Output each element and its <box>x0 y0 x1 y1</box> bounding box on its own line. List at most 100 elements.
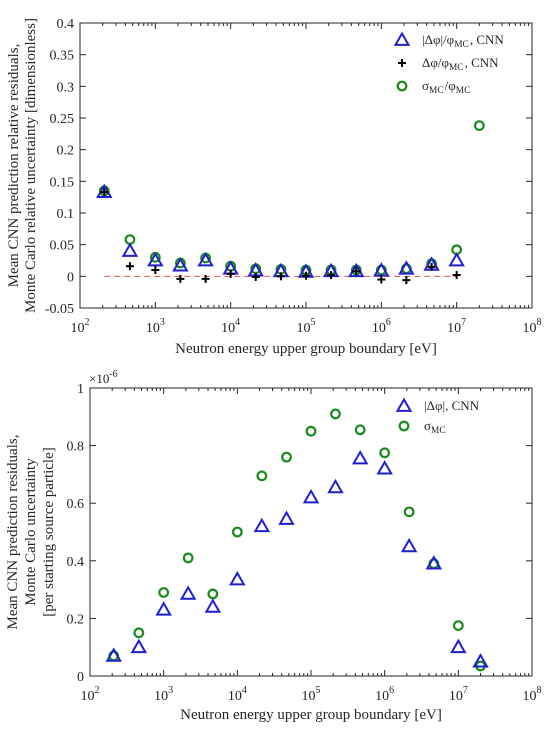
data-point-plus <box>377 275 386 284</box>
data-point-triangle <box>351 450 369 465</box>
y-tick-label: 0.8 <box>67 440 85 455</box>
legend-label: σMC <box>424 418 447 436</box>
y-tick-label: 0.4 <box>67 555 85 570</box>
data-point-triangle <box>450 638 467 654</box>
y-tick-label: 0.6 <box>67 497 85 512</box>
data-point-triangle <box>302 488 320 504</box>
chart-top: 102 103 104 105 106 107 108 -0.05 0 0.05 0.1 0.15 0.… <box>6 17 542 357</box>
data-point-plus <box>251 272 260 281</box>
data-point-circle <box>281 451 292 463</box>
y-tick-label: 0 <box>77 670 84 685</box>
data-point-plus <box>352 267 361 276</box>
series-circle <box>108 408 486 672</box>
y-axis-label: Mean CNN prediction residuals, <box>5 435 21 630</box>
data-point-triangle <box>155 601 172 616</box>
y-axis-label: Monte Carlo uncertainty <box>23 458 39 606</box>
data-point-triangle <box>278 510 295 525</box>
y-axis-label: Monte Carlo relative uncertainty [dimens… <box>23 18 39 313</box>
data-point-triangle <box>172 257 189 272</box>
x-axis-label: Neutron energy upper group boundary [eV] <box>180 707 442 723</box>
data-point-triangle <box>204 598 222 613</box>
data-point-triangle <box>229 571 246 586</box>
data-point-plus <box>125 262 134 271</box>
data-point-circle <box>354 424 366 436</box>
x-tick-label: 105 <box>302 685 321 704</box>
data-point-triangle <box>398 260 415 275</box>
legend-marker-circle <box>398 420 410 432</box>
data-point-triangle <box>327 478 344 494</box>
y-scale-multiplier: ×10-6 <box>89 369 118 386</box>
x-tick-label: 103 <box>154 685 173 704</box>
legend: |Δφ|/φMC , CNN Δφ/φMC , CNN σMC /φMC <box>393 31 504 96</box>
y-tick-label: 0.35 <box>50 49 75 64</box>
data-point-plus <box>151 266 160 274</box>
data-point-triangle <box>253 517 271 533</box>
data-point-plus <box>327 271 336 280</box>
legend-label: |Δφ|, CNN <box>424 398 480 413</box>
data-point-plus <box>276 272 285 281</box>
data-point-circle <box>305 425 317 437</box>
plot-frame <box>89 387 533 677</box>
x-tick-label: 102 <box>71 317 90 336</box>
y-tick-label: 0.1 <box>57 207 75 222</box>
data-point-circle <box>473 120 485 131</box>
data-point-circle <box>133 627 145 639</box>
legend-label: |Δφ|/φMC , CNN <box>422 32 504 50</box>
data-point-triangle <box>147 251 164 267</box>
data-point-circle <box>182 552 194 564</box>
data-point-circle <box>207 588 219 600</box>
y-tick-label: 0 <box>67 270 74 285</box>
x-tick-label: 102 <box>81 685 100 704</box>
data-point-triangle <box>376 460 393 475</box>
x-tick-label: 106 <box>372 317 391 336</box>
x-tick-label: 104 <box>228 685 247 704</box>
data-point-triangle <box>425 555 443 570</box>
y-axis-label: [per starting source particle] <box>41 447 57 617</box>
x-tick-label: 107 <box>449 685 468 704</box>
data-point-triangle <box>121 242 139 257</box>
legend: |Δφ|, CNN σMC <box>395 397 480 436</box>
legend-marker-triangle <box>395 397 413 412</box>
y-axis-label: Mean CNN prediction relative residuals, <box>6 44 22 288</box>
data-point-circle <box>231 526 243 538</box>
data-point-circle <box>256 470 268 482</box>
data-point-plus <box>452 271 461 280</box>
data-point-triangle <box>472 653 489 668</box>
data-point-triangle <box>179 585 197 600</box>
y-tick-label: 0.3 <box>57 80 75 95</box>
data-point-triangle <box>197 251 214 267</box>
data-point-circle <box>403 506 415 518</box>
data-point-circle <box>158 587 170 598</box>
legend-marker-plus <box>398 59 406 67</box>
x-axis-label: Neutron energy upper group boundary [eV] <box>175 341 437 357</box>
x-tick-label: 106 <box>375 685 394 704</box>
data-point-triangle <box>130 638 148 654</box>
data-point-circle <box>452 620 464 631</box>
y-tick-label: 0.4 <box>57 17 75 32</box>
x-tick-label: 105 <box>297 317 316 336</box>
data-point-plus <box>201 274 210 283</box>
x-tick-label: 108 <box>523 685 542 704</box>
y-tick-label: 0.2 <box>67 612 85 627</box>
data-point-plus <box>100 188 109 197</box>
data-point-triangle <box>448 251 465 267</box>
data-point-plus <box>427 262 436 271</box>
y-tick-label: 0.25 <box>50 112 75 127</box>
y-tick-label: -0.05 <box>45 302 74 317</box>
y-tick-label: 0.05 <box>50 239 75 254</box>
data-point-triangle <box>105 647 122 662</box>
x-tick-label: 108 <box>523 317 542 336</box>
legend-marker-triangle <box>393 31 411 46</box>
y-tick-label: 1 <box>77 382 84 397</box>
data-point-triangle <box>400 537 418 553</box>
data-point-plus <box>176 274 185 283</box>
series-triangle <box>105 450 489 668</box>
data-point-plus <box>302 271 310 280</box>
data-point-plus <box>226 269 235 278</box>
legend-label: Δφ/φMC , CNN <box>422 55 499 73</box>
series-plus <box>100 188 461 285</box>
x-tick-label: 104 <box>221 317 240 336</box>
x-tick-label: 107 <box>447 317 466 336</box>
chart-bottom: 102 103 104 105 106 107 108 0 0.2 0.4 0.6 0.8 1 ×10-6… <box>5 369 542 723</box>
